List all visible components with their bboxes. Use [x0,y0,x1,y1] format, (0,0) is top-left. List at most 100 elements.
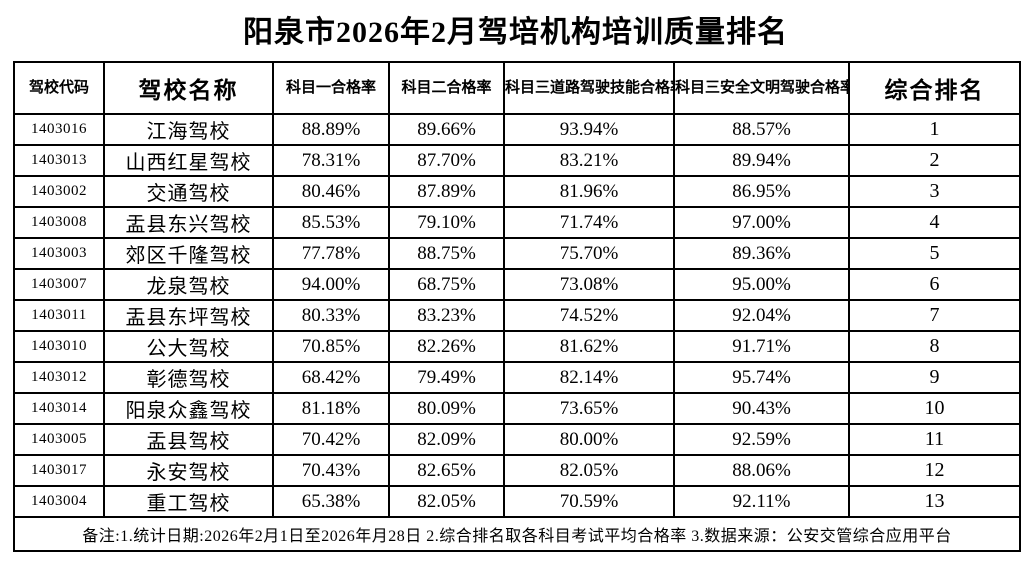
subject3-road-pass-rate: 81.62% [503,330,675,363]
page-title: 阳泉市2026年2月驾培机构培训质量排名 [243,16,788,49]
header-subject3-safety-rate: 科目三安全文明驾驶合格率 [673,61,850,115]
school-name: 山西红星驾校 [103,144,274,177]
school-name: 盂县驾校 [103,423,274,456]
table-row: 1403013 山西红星驾校 78.31% 87.70% 83.21% 89.94% 2 [13,144,1021,177]
table-row: 1403016 江海驾校 88.89% 89.66% 93.94% 88.57% 1 [13,113,1021,146]
header-school-name: 驾校名称 [103,61,274,115]
subject1-pass-rate: 80.33% [272,299,390,332]
subject1-pass-rate: 77.78% [272,237,390,270]
school-code: 1403007 [13,268,105,301]
header-subject1-pass-rate: 科目一合格率 [272,61,390,115]
subject1-pass-rate: 88.89% [272,113,390,146]
subject3-road-pass-rate: 71.74% [503,206,675,239]
subject1-pass-rate: 70.85% [272,330,390,363]
subject3-road-pass-rate: 81.96% [503,175,675,208]
subject3-safety-pass-rate: 95.00% [673,268,850,301]
school-name: 龙泉驾校 [103,268,274,301]
table-row: 1403005 盂县驾校 70.42% 82.09% 80.00% 92.59% 11 [13,423,1021,456]
school-code: 1403013 [13,144,105,177]
subject3-road-pass-rate: 82.14% [503,361,675,394]
subject3-safety-pass-rate: 95.74% [673,361,850,394]
school-name: 郊区千隆驾校 [103,237,274,270]
school-name: 阳泉众鑫驾校 [103,392,274,425]
subject1-pass-rate: 85.53% [272,206,390,239]
subject2-pass-rate: 88.75% [388,237,505,270]
table-row: 1403014 阳泉众鑫驾校 81.18% 80.09% 73.65% 90.43% 10 [13,392,1021,425]
subject2-pass-rate: 79.10% [388,206,505,239]
table-row: 1403010 公大驾校 70.85% 82.26% 81.62% 91.71% 8 [13,330,1021,363]
overall-rank: 6 [848,268,1021,301]
table-body: 1403016 江海驾校 88.89% 89.66% 93.94% 88.57% 1 1403… [13,113,1021,518]
subject1-pass-rate: 80.46% [272,175,390,208]
subject1-pass-rate: 78.31% [272,144,390,177]
subject3-safety-pass-rate: 89.36% [673,237,850,270]
overall-rank: 12 [848,454,1021,487]
school-code: 1403011 [13,299,105,332]
subject1-pass-rate: 81.18% [272,392,390,425]
overall-rank: 13 [848,485,1021,518]
table-row: 1403012 彰德驾校 68.42% 79.49% 82.14% 95.74% 9 [13,361,1021,394]
overall-rank: 8 [848,330,1021,363]
school-code: 1403017 [13,454,105,487]
header-subject2-pass-rate: 科目二合格率 [388,61,505,115]
subject1-pass-rate: 65.38% [272,485,390,518]
subject2-pass-rate: 82.05% [388,485,505,518]
table-row: 1403003 郊区千隆驾校 77.78% 88.75% 75.70% 89.36% 5 [13,237,1021,270]
school-code: 1403008 [13,206,105,239]
subject3-road-pass-rate: 83.21% [503,144,675,177]
table-header-row: 驾校代码 驾校名称 科目一合格率 科目二合格率 科目三道路驾驶技能合格率 科目三… [13,61,1021,115]
subject3-safety-pass-rate: 97.00% [673,206,850,239]
table-footer-row: 备注:1.统计日期:2026年2月1日至2026年月28日 2.综合排名取各科目… [13,516,1021,552]
overall-rank: 9 [848,361,1021,394]
subject1-pass-rate: 70.43% [272,454,390,487]
subject1-pass-rate: 68.42% [272,361,390,394]
subject3-safety-pass-rate: 91.71% [673,330,850,363]
subject2-pass-rate: 80.09% [388,392,505,425]
school-name: 盂县东坪驾校 [103,299,274,332]
subject3-road-pass-rate: 74.52% [503,299,675,332]
overall-rank: 4 [848,206,1021,239]
overall-rank: 1 [848,113,1021,146]
table-row: 1403002 交通驾校 80.46% 87.89% 81.96% 86.95% 3 [13,175,1021,208]
subject3-road-pass-rate: 73.08% [503,268,675,301]
overall-rank: 3 [848,175,1021,208]
school-name: 盂县东兴驾校 [103,206,274,239]
subject2-pass-rate: 79.49% [388,361,505,394]
ranking-table: 驾校代码 驾校名称 科目一合格率 科目二合格率 科目三道路驾驶技能合格率 科目三… [13,61,1021,552]
school-name: 公大驾校 [103,330,274,363]
school-name: 重工驾校 [103,485,274,518]
subject2-pass-rate: 83.23% [388,299,505,332]
subject3-road-pass-rate: 70.59% [503,485,675,518]
subject3-safety-pass-rate: 92.04% [673,299,850,332]
school-name: 彰德驾校 [103,361,274,394]
subject3-safety-pass-rate: 89.94% [673,144,850,177]
subject1-pass-rate: 70.42% [272,423,390,456]
subject3-road-pass-rate: 93.94% [503,113,675,146]
subject2-pass-rate: 82.09% [388,423,505,456]
table-row: 1403017 永安驾校 70.43% 82.65% 82.05% 88.06% 12 [13,454,1021,487]
overall-rank: 7 [848,299,1021,332]
school-code: 1403004 [13,485,105,518]
subject3-road-pass-rate: 80.00% [503,423,675,456]
subject3-road-pass-rate: 75.70% [503,237,675,270]
subject3-safety-pass-rate: 92.59% [673,423,850,456]
subject3-road-pass-rate: 82.05% [503,454,675,487]
overall-rank: 5 [848,237,1021,270]
school-name: 江海驾校 [103,113,274,146]
overall-rank: 10 [848,392,1021,425]
subject3-road-pass-rate: 73.65% [503,392,675,425]
table-row: 1403008 盂县东兴驾校 85.53% 79.10% 71.74% 97.00% 4 [13,206,1021,239]
subject2-pass-rate: 68.75% [388,268,505,301]
subject3-safety-pass-rate: 88.06% [673,454,850,487]
subject2-pass-rate: 87.89% [388,175,505,208]
overall-rank: 2 [848,144,1021,177]
school-name: 交通驾校 [103,175,274,208]
subject3-safety-pass-rate: 88.57% [673,113,850,146]
school-code: 1403003 [13,237,105,270]
school-code: 1403016 [13,113,105,146]
subject3-safety-pass-rate: 86.95% [673,175,850,208]
table-row: 1403007 龙泉驾校 94.00% 68.75% 73.08% 95.00% 6 [13,268,1021,301]
school-code: 1403002 [13,175,105,208]
overall-rank: 11 [848,423,1021,456]
subject2-pass-rate: 82.26% [388,330,505,363]
